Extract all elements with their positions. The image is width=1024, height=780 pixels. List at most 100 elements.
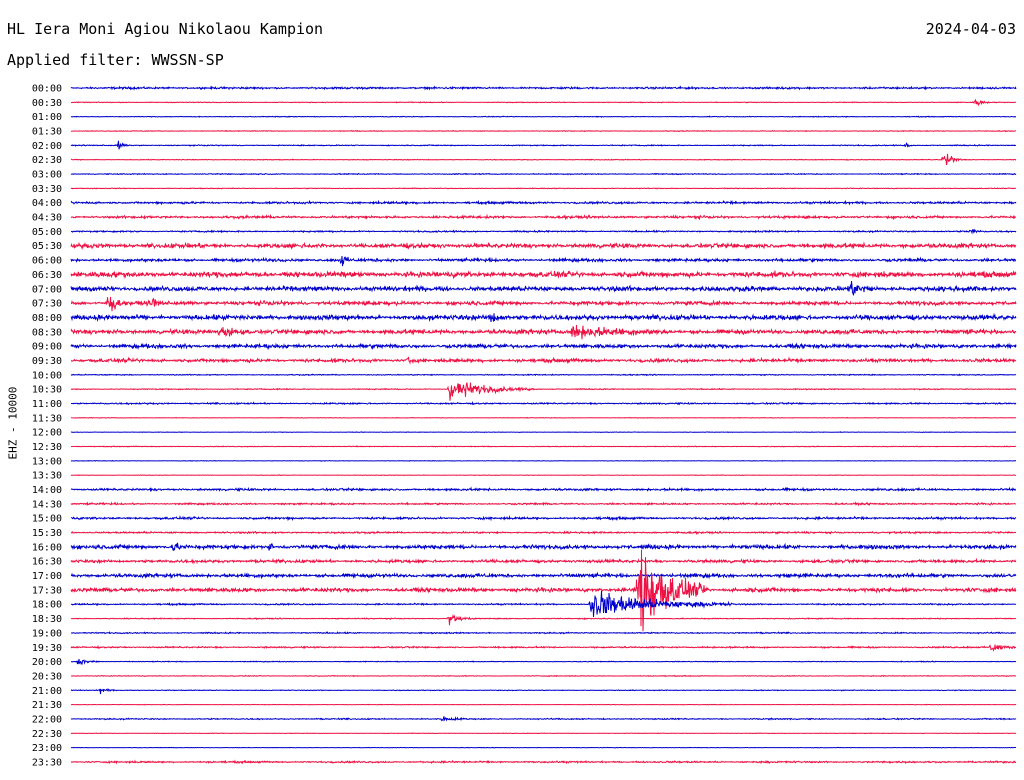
trace-row-0930 — [70, 356, 1017, 365]
trace-row-0030 — [70, 98, 1017, 107]
trace-row-2030 — [70, 674, 1017, 678]
row-time-label: 00:00 — [32, 84, 62, 95]
row-time-label: 10:00 — [32, 370, 62, 381]
trace-row-0830 — [70, 325, 1017, 340]
row-time-label: 00:30 — [32, 98, 62, 109]
row-time-label: 18:00 — [32, 600, 62, 611]
row-time-label: 14:00 — [32, 485, 62, 496]
row-time-label: 19:30 — [32, 643, 62, 654]
row-time-label: 11:30 — [32, 413, 62, 424]
row-time-label: 02:30 — [32, 155, 62, 166]
trace-row-1300 — [70, 459, 1017, 462]
trace-row-0500 — [70, 228, 1017, 235]
trace-row-1830 — [70, 613, 1017, 626]
row-time-label: 06:30 — [32, 270, 62, 281]
row-time-label: 23:00 — [32, 743, 62, 754]
row-time-label: 02:00 — [32, 141, 62, 152]
trace-row-1600 — [70, 542, 1017, 551]
trace-row-0100 — [70, 115, 1017, 118]
row-time-label: 08:00 — [32, 313, 62, 324]
trace-row-1930 — [70, 644, 1017, 652]
trace-row-1630 — [70, 557, 1017, 565]
trace-row-0530 — [70, 241, 1017, 251]
trace-row-0330 — [70, 187, 1017, 190]
trace-row-1500 — [70, 514, 1017, 522]
trace-row-0430 — [70, 213, 1017, 221]
trace-row-1400 — [70, 486, 1017, 493]
trace-row-0230 — [70, 153, 1017, 166]
trace-row-2200 — [70, 716, 1017, 722]
row-time-label: 15:00 — [32, 514, 62, 525]
row-time-label: 07:30 — [32, 299, 62, 310]
trace-row-1900 — [70, 631, 1017, 635]
row-time-label: 04:00 — [32, 198, 62, 209]
trace-row-1130 — [70, 416, 1016, 419]
row-time-label: 05:00 — [32, 227, 62, 238]
trace-row-1430 — [70, 501, 1017, 507]
row-time-label: 05:30 — [32, 241, 62, 252]
trace-row-1000 — [70, 373, 1017, 377]
row-time-label: 09:00 — [32, 342, 62, 353]
trace-row-0800 — [70, 312, 1017, 322]
trace-row-2000 — [70, 658, 1017, 665]
row-time-label: 22:00 — [32, 714, 62, 725]
trace-row-2230 — [70, 732, 1016, 735]
row-time-label: 17:00 — [32, 571, 62, 582]
trace-row-0200 — [70, 140, 1017, 150]
row-time-label: 06:00 — [32, 256, 62, 267]
trace-row-2300 — [70, 746, 1017, 749]
row-time-label: 16:30 — [32, 557, 62, 568]
row-time-label: 18:30 — [32, 614, 62, 625]
trace-row-0400 — [70, 199, 1017, 206]
row-time-label: 10:30 — [32, 385, 62, 396]
row-time-label: 19:00 — [32, 628, 62, 639]
trace-row-1800 — [70, 590, 1017, 618]
trace-row-2330 — [70, 759, 1017, 765]
row-time-label: 13:00 — [32, 456, 62, 467]
row-time-label: 20:30 — [32, 671, 62, 682]
trace-row-1730 — [70, 549, 1017, 632]
row-time-label: 04:30 — [32, 213, 62, 224]
trace-row-1530 — [70, 530, 1017, 535]
trace-row-1030 — [70, 382, 1017, 401]
row-time-label: 17:30 — [32, 585, 62, 596]
trace-row-0300 — [70, 172, 1017, 176]
row-time-label: 22:30 — [32, 729, 62, 740]
row-time-label: 12:30 — [32, 442, 62, 453]
row-time-label: 12:00 — [32, 428, 62, 439]
row-time-label: 23:30 — [32, 757, 62, 768]
trace-row-0900 — [70, 342, 1017, 351]
trace-row-0700 — [70, 280, 1017, 296]
trace-row-0130 — [70, 129, 1017, 133]
trace-row-0000 — [70, 85, 1017, 91]
row-time-label: 15:30 — [32, 528, 62, 539]
row-time-label: 11:00 — [32, 399, 62, 410]
station-title: HL Iera Moni Agiou Nikolaou Kampion — [7, 20, 324, 38]
row-time-label: 03:30 — [32, 184, 62, 195]
row-time-label: 20:00 — [32, 657, 62, 668]
trace-row-1100 — [70, 400, 1017, 406]
trace-row-0600 — [70, 256, 1017, 267]
row-time-label: 16:00 — [32, 542, 62, 553]
row-time-label: 03:00 — [32, 170, 62, 181]
trace-row-2130 — [70, 703, 1017, 706]
trace-row-0630 — [70, 269, 1017, 280]
row-time-label: 07:00 — [32, 284, 62, 295]
date-label: 2024-04-03 — [925, 20, 1016, 38]
row-time-label: 08:30 — [32, 327, 62, 338]
row-time-label: 01:30 — [32, 127, 62, 138]
trace-row-1700 — [70, 571, 1017, 580]
trace-row-1330 — [70, 474, 1017, 477]
row-time-label: 01:00 — [32, 112, 62, 123]
trace-row-1230 — [70, 445, 1017, 448]
trace-row-2100 — [70, 688, 1017, 695]
row-time-label: 13:30 — [32, 471, 62, 482]
filter-label: Applied filter: WWSSN-SP — [7, 51, 224, 69]
trace-row-1200 — [70, 431, 1017, 434]
row-time-label: 21:00 — [32, 686, 62, 697]
row-time-label: 09:30 — [32, 356, 62, 367]
row-time-label: 14:30 — [32, 499, 62, 510]
row-time-label: 21:30 — [32, 700, 62, 711]
trace-row-0730 — [70, 296, 1017, 312]
